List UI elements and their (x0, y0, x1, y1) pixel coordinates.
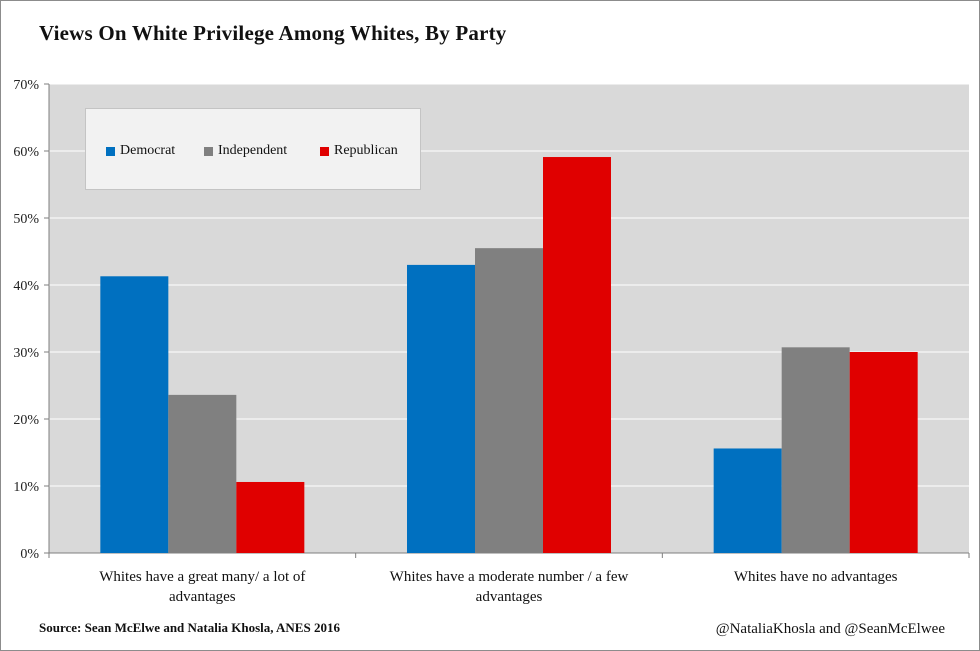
x-category-label: Whites have no advantages (734, 569, 898, 585)
bar-republican (849, 352, 918, 553)
bar-democrat (100, 276, 169, 553)
legend: Democrat Independent Republican (85, 108, 421, 190)
legend-label-republican: Republican (334, 143, 398, 158)
legend-swatch-republican (320, 146, 329, 156)
legend-item-democrat: Democrat (106, 143, 175, 159)
x-category-label: Whites have a moderate number / a few (390, 569, 629, 585)
bar-democrat (407, 264, 475, 553)
bar-independent (475, 248, 543, 553)
y-tick-label: 40% (13, 279, 39, 294)
x-category-label: advantages (169, 589, 236, 605)
author-credit: @NataliaKhosla and @SeanMcElwee (715, 621, 945, 637)
y-tick-label: 60% (13, 145, 39, 160)
legend-item-independent: Independent (204, 143, 287, 159)
x-category-label: Whites have a great many/ a lot of (99, 569, 305, 585)
bar-independent (781, 347, 850, 553)
legend-swatch-democrat (106, 146, 115, 156)
legend-label-democrat: Democrat (120, 143, 176, 158)
legend-item-republican: Republican (320, 143, 398, 159)
y-tick-label: 70% (13, 78, 39, 93)
y-tick-label: 20% (13, 413, 39, 428)
legend-label-independent: Independent (218, 143, 288, 158)
legend-swatch-independent (204, 146, 213, 156)
y-tick-label: 30% (13, 346, 39, 361)
bar-democrat (713, 448, 782, 553)
chart-title: Views On White Privilege Among Whites, B… (39, 21, 507, 45)
bar-republican (236, 481, 305, 553)
bar-republican (543, 157, 611, 553)
y-tick-label: 50% (13, 212, 39, 227)
y-tick-label: 0% (20, 547, 39, 562)
y-tick-label: 10% (13, 480, 39, 495)
x-category-label: advantages (476, 589, 543, 605)
bar-independent (168, 394, 237, 553)
source-note: Source: Sean McElwe and Natalia Khosla, … (39, 620, 340, 635)
